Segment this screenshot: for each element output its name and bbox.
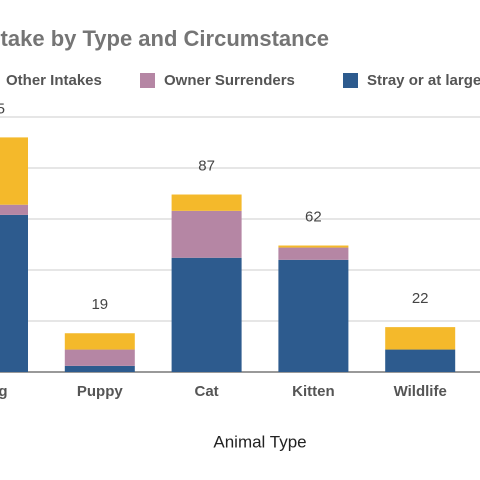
bar-segment	[278, 259, 349, 372]
total-label: 115	[0, 100, 5, 117]
bar-segment	[171, 257, 242, 372]
x-axis-title: Animal Type	[213, 432, 306, 451]
legend-swatch	[140, 73, 155, 88]
total-label: 87	[198, 157, 215, 174]
bar-segment	[171, 194, 242, 211]
bar-segment	[278, 245, 349, 248]
x-tick-label: Puppy	[77, 383, 123, 400]
bar-segment	[278, 247, 349, 260]
total-label: 19	[91, 296, 108, 313]
bar-segment	[64, 333, 135, 350]
chart-title: Intake by Type and Circumstance	[0, 26, 329, 51]
x-tick-label: Kitten	[292, 383, 335, 400]
total-label: 22	[412, 290, 429, 307]
legend-label: Owner Surrenders	[164, 72, 295, 89]
x-tick-label: Cat	[195, 383, 219, 400]
legend-swatch	[343, 73, 358, 88]
bar-segment	[385, 349, 456, 372]
bar-segment	[64, 365, 135, 372]
bar-segment	[64, 349, 135, 366]
bar-segment	[0, 137, 28, 205]
total-label: 62	[305, 208, 322, 225]
x-tick-label: Wildlife	[394, 383, 447, 400]
legend-label: Stray or at large	[367, 72, 480, 89]
bar-segment	[0, 214, 28, 372]
x-tick-label: Dog	[0, 383, 8, 400]
bar-segment	[385, 327, 456, 350]
legend-label: Other Intakes	[6, 72, 102, 89]
bar-segment	[171, 210, 242, 258]
bar-segment	[0, 204, 28, 215]
